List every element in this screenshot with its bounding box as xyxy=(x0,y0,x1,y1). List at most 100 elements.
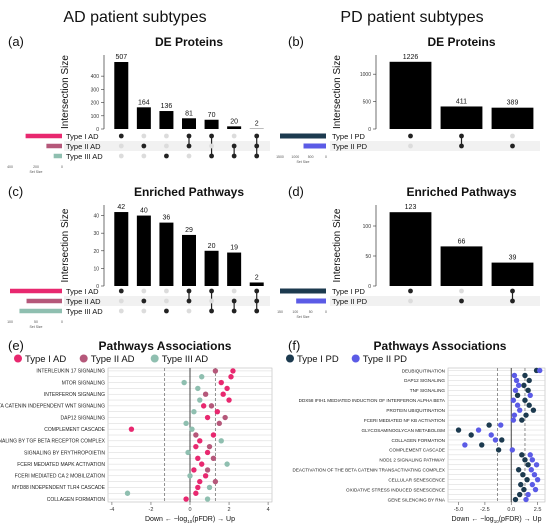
panel-letter: (f) xyxy=(288,338,300,353)
header-right: PD patient subtypes xyxy=(340,9,483,26)
bar-value-label: 29 xyxy=(185,227,193,234)
y-tick-label: 100 xyxy=(363,224,372,230)
data-point xyxy=(200,403,207,409)
matrix-dot-empty xyxy=(186,153,192,159)
data-point xyxy=(468,432,474,438)
matrix-dot-filled xyxy=(186,133,192,139)
row-label: FCERI MEDIATED NF KB ACTIVATION xyxy=(364,418,445,423)
data-point xyxy=(479,442,485,448)
y-tick-label: 0 xyxy=(368,127,371,133)
set-size-tick: 500 xyxy=(308,155,314,159)
row-label: DDX58 IFIH1 MEDIATED INDUCTION OF INTERF… xyxy=(299,398,446,403)
data-point xyxy=(521,382,527,389)
y-axis-label: Intersection Size xyxy=(60,55,71,129)
data-point xyxy=(124,490,131,496)
bar-i-ii xyxy=(182,118,196,129)
set-size-bar xyxy=(303,143,326,149)
row-label: COLLAGEN FORMATION xyxy=(391,438,445,443)
panel-d-upset: (d) Enriched Pathways 0 50 100 Intersection S… xyxy=(277,184,540,319)
panel-title: Pathways Associations xyxy=(374,339,507,353)
row-label: FCERI MEDIATED CA 2 MOBILIZATION xyxy=(15,474,106,480)
data-point xyxy=(524,476,530,483)
bar-value-label: 2 xyxy=(255,274,259,281)
bar-ii-only xyxy=(491,107,534,129)
x-tick-label: 2 xyxy=(228,507,231,513)
y-tick-label: 0 xyxy=(96,284,99,290)
data-point xyxy=(527,452,533,458)
data-point xyxy=(516,491,523,498)
data-point xyxy=(522,372,528,379)
data-point xyxy=(185,449,191,456)
data-point xyxy=(204,414,211,421)
row-label: COMPLEMENT CASCADE xyxy=(389,448,445,453)
data-point xyxy=(522,457,528,463)
matrix-dot-empty xyxy=(164,288,169,294)
set-size-bar xyxy=(280,288,326,294)
row-label: DEACTIVATION OF THE BETA CATENIN TRANSAC… xyxy=(293,468,445,473)
y-tick-label: 400 xyxy=(91,74,100,80)
row-label: OXIDATIVE STRESS INDUCED SENESCENCE xyxy=(346,487,445,492)
panel-title: Enriched Pathways xyxy=(406,185,516,199)
data-point xyxy=(525,387,531,394)
set-size-tick: 0 xyxy=(61,165,63,169)
legend-label: Type I AD xyxy=(25,354,66,365)
matrix-dot-filled xyxy=(186,298,192,304)
set-size-bar xyxy=(19,308,63,314)
data-point xyxy=(195,455,201,462)
bar-i-ii-iii xyxy=(249,282,264,286)
data-point xyxy=(181,379,187,386)
matrix-dot-filled xyxy=(408,288,413,294)
bar-value-label: 40 xyxy=(140,208,148,215)
x-tick-label: -5.0 xyxy=(454,507,463,513)
matrix-dot-filled xyxy=(459,298,464,304)
matrix-dot-filled xyxy=(209,153,214,159)
bar-value-label: 507 xyxy=(115,54,127,61)
bar-i-ii xyxy=(440,106,483,129)
bar-value-label: 42 xyxy=(117,204,125,211)
bar-i-iii xyxy=(204,250,219,286)
row-label: GLYCOSAMINOGLYCAN METABOLISM xyxy=(362,428,446,433)
bar-i-ii xyxy=(182,234,196,286)
data-point xyxy=(488,432,494,438)
data-point xyxy=(197,397,203,403)
panel-title: DE Proteins xyxy=(155,35,223,49)
data-point xyxy=(530,407,537,413)
bar-ii-iii xyxy=(227,252,242,286)
matrix-dot-filled xyxy=(408,133,413,139)
data-point xyxy=(512,496,519,503)
data-point xyxy=(528,467,534,473)
set-size-tick: 100 xyxy=(7,320,13,324)
legend-swatch xyxy=(14,354,22,363)
data-point xyxy=(210,455,217,462)
matrix-dot-filled xyxy=(164,308,169,314)
bar-value-label: 20 xyxy=(230,118,238,125)
data-point xyxy=(510,417,517,423)
y-tick-label: 1000 xyxy=(360,72,371,78)
bar-value-label: 81 xyxy=(185,110,193,117)
data-point xyxy=(214,408,221,415)
matrix-dot-filled xyxy=(510,143,515,149)
x-tick-label: 0.0 xyxy=(507,507,515,513)
data-point xyxy=(495,447,502,453)
data-point xyxy=(515,382,522,389)
data-point xyxy=(511,412,518,418)
data-point xyxy=(193,443,199,450)
row-label: SIGNALING BY ERYTHROPOIETIN xyxy=(24,450,105,456)
x-axis-label: Down ← −log10(pFDR) → Up xyxy=(451,516,541,524)
matrix-dot-filled xyxy=(510,288,515,294)
data-point xyxy=(523,496,529,503)
matrix-dot-empty xyxy=(141,288,147,294)
bar-value-label: 123 xyxy=(405,204,417,211)
matrix-dot-empty xyxy=(408,143,413,149)
matrix-dot-filled xyxy=(254,133,260,139)
panel-letter: (e) xyxy=(8,338,24,353)
bar-i-iii xyxy=(204,119,219,129)
matrix-dot-filled xyxy=(141,143,147,149)
data-point xyxy=(210,432,217,438)
bar-value-label: 389 xyxy=(507,100,519,107)
matrix-dot-filled xyxy=(254,308,260,314)
data-point xyxy=(197,478,203,485)
data-point xyxy=(529,481,536,488)
matrix-dot-filled xyxy=(186,288,192,294)
